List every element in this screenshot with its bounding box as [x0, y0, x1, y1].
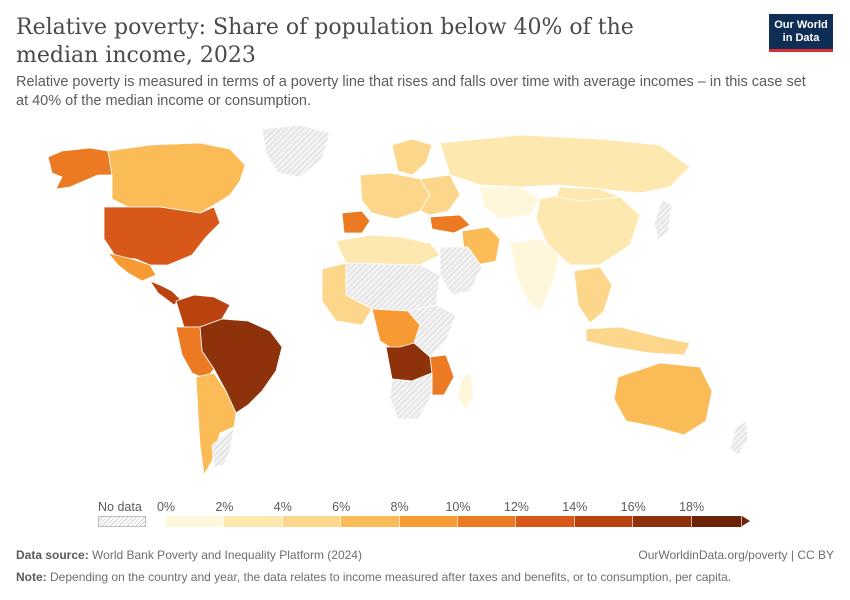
- legend-bin[interactable]: [224, 516, 283, 527]
- note-label: Note:: [16, 570, 47, 584]
- country-russia[interactable]: [439, 134, 691, 194]
- country-kazakhstan[interactable]: [479, 186, 541, 220]
- legend-arrow-icon: [742, 516, 750, 526]
- note-line: Note: Depending on the country and year,…: [16, 570, 731, 584]
- owid-logo[interactable]: Our World in Data: [769, 14, 833, 52]
- world-map[interactable]: [0, 115, 850, 495]
- legend-bin[interactable]: [341, 516, 400, 527]
- country-madagascar[interactable]: [457, 372, 475, 410]
- legend-no-data-label: No data: [98, 500, 142, 514]
- country-east-africa[interactable]: [407, 304, 457, 358]
- legend-tick-label: 0%: [156, 500, 176, 514]
- legend-bin[interactable]: [282, 516, 342, 527]
- legend-tick-label: 6%: [332, 500, 351, 514]
- country-central-america[interactable]: [149, 280, 181, 306]
- legend-bin[interactable]: [633, 516, 692, 527]
- source-url-link[interactable]: OurWorldinData.org/poverty | CC BY: [638, 548, 834, 562]
- legend-bin[interactable]: [458, 516, 517, 527]
- data-source-line: Data source: World Bank Poverty and Ineq…: [16, 548, 362, 562]
- legend-tick-label: 8%: [390, 500, 409, 514]
- chart-subtitle: Relative poverty is measured in terms of…: [16, 74, 806, 109]
- legend-tick-label: 12%: [503, 500, 529, 514]
- country-eastern-europe[interactable]: [419, 174, 461, 216]
- legend-bin[interactable]: [516, 516, 575, 527]
- legend-tick-label: 16%: [620, 500, 646, 514]
- data-source-label: Data source:: [16, 548, 89, 562]
- data-source-text[interactable]: World Bank Poverty and Inequality Platfo…: [92, 548, 362, 562]
- page-title: Relative poverty: Share of population be…: [16, 15, 634, 68]
- logo-accent-bar: [769, 49, 833, 52]
- country-scandinavia[interactable]: [391, 138, 433, 176]
- country-alaska[interactable]: [47, 147, 113, 190]
- legend-tick-label: 2%: [215, 500, 234, 514]
- country-southern-africa[interactable]: [389, 372, 433, 420]
- country-india[interactable]: [509, 238, 561, 312]
- legend-bin[interactable]: [574, 516, 634, 527]
- country-greenland[interactable]: [261, 124, 331, 178]
- note-text: Depending on the country and year, the d…: [50, 570, 732, 584]
- country-chile-argentina[interactable]: [195, 372, 237, 476]
- logo-line-1: Our World: [774, 19, 828, 31]
- country-turkey[interactable]: [429, 214, 471, 234]
- legend-bin[interactable]: [166, 516, 225, 527]
- country-mozambique[interactable]: [429, 354, 455, 396]
- legend-bin[interactable]: [691, 516, 742, 527]
- country-mongolia[interactable]: [555, 186, 621, 202]
- legend-no-data-swatch: [98, 516, 146, 527]
- legend-bin[interactable]: [399, 516, 458, 527]
- country-iberia[interactable]: [341, 210, 371, 234]
- legend-tick-label: 18%: [679, 500, 705, 514]
- country-canada[interactable]: [107, 142, 246, 214]
- legend-tick-label: 4%: [273, 500, 292, 514]
- country-mexico[interactable]: [107, 252, 157, 282]
- country-north-africa[interactable]: [335, 234, 441, 266]
- country-western-europe[interactable]: [359, 172, 431, 220]
- legend-tick-label: 14%: [562, 500, 588, 514]
- logo-line-2: in Data: [782, 32, 820, 44]
- country-japan[interactable]: [653, 198, 673, 240]
- legend-tick-label: 10%: [445, 500, 471, 514]
- country-indonesia[interactable]: [585, 326, 691, 356]
- country-argentina[interactable]: [211, 426, 235, 468]
- country-australia[interactable]: [613, 362, 713, 436]
- country-southeast-asia[interactable]: [573, 266, 613, 324]
- country-new-zealand[interactable]: [729, 420, 749, 456]
- map-regions: [47, 124, 749, 476]
- country-west-africa[interactable]: [321, 262, 373, 326]
